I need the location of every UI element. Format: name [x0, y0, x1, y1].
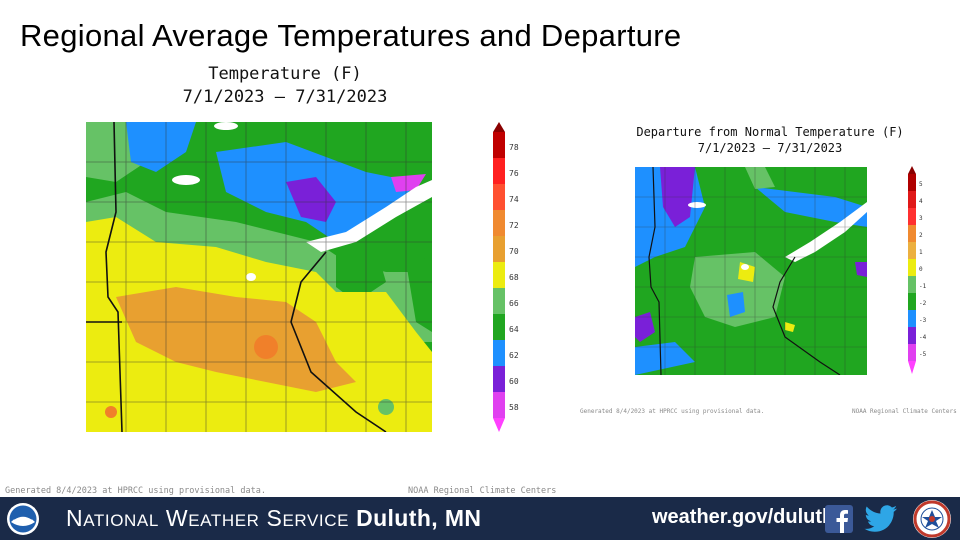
dep-tick-3: 2	[919, 232, 923, 239]
org-word-ervice: ERVICE	[282, 511, 350, 530]
org-word-ational: ATIONAL	[83, 511, 159, 530]
temp-tick-3: 72	[509, 221, 519, 230]
dep-tick-0: 5	[919, 181, 923, 188]
departure-map-date-range: 7/1/2023 – 7/31/2023	[697, 141, 843, 155]
temperature-map-caption: Temperature (F) 7/1/2023 – 7/31/2023	[120, 63, 450, 109]
temp-tick-0: 78	[509, 143, 519, 152]
slide-title: Regional Average Temperatures and Depart…	[20, 18, 682, 53]
dep-tick-9: -4	[919, 334, 927, 341]
office-location: Duluth, MN	[356, 505, 482, 531]
temperature-colorbar: 78 76 74 72 70 68 66 64 62 60 58	[490, 122, 524, 434]
temperature-map-title: Temperature (F)	[208, 64, 362, 84]
departure-map-title: Departure from Normal Temperature (F)	[636, 125, 904, 139]
temp-tick-8: 62	[509, 351, 519, 360]
temperature-map	[86, 122, 432, 432]
org-letter-w: W	[165, 505, 189, 531]
temp-tick-9: 60	[509, 377, 519, 386]
temperature-map-graphic	[86, 122, 432, 432]
temp-tick-5: 68	[509, 273, 519, 282]
temp-tick-4: 70	[509, 247, 519, 256]
facebook-icon[interactable]	[825, 505, 853, 533]
org-letter-s: S	[266, 505, 283, 531]
dep-tick-6: -1	[919, 283, 927, 290]
temperature-credit-left: Generated 8/4/2023 at HPRCC using provis…	[5, 486, 266, 496]
departure-map	[635, 167, 867, 375]
departure-map-graphic	[635, 167, 867, 375]
dep-tick-10: -5	[919, 351, 927, 358]
temp-tick-7: 64	[509, 325, 519, 334]
nws-office-name: NATIONAL WEATHER SERVICE Duluth, MN	[66, 505, 481, 532]
departure-colorbar-graphic: 5 4 3 2 1 0 -1 -2 -3 -4 -5	[908, 166, 927, 374]
departure-credit-right: NOAA Regional Climate Centers	[852, 408, 957, 415]
temperature-colorbar-graphic: 78 76 74 72 70 68 66 64 62 60 58	[493, 122, 519, 432]
departure-map-caption: Departure from Normal Temperature (F) 7/…	[630, 124, 910, 156]
dep-tick-4: 1	[919, 249, 923, 256]
twitter-icon[interactable]	[864, 505, 898, 533]
temperature-credit-right: NOAA Regional Climate Centers	[408, 486, 557, 496]
noaa-logo-icon[interactable]	[6, 502, 40, 536]
org-letter-n: N	[66, 505, 84, 531]
temp-tick-6: 66	[509, 299, 519, 308]
temp-tick-1: 76	[509, 169, 519, 178]
org-word-eather: EATHER	[188, 511, 260, 530]
nws-logo-icon[interactable]	[912, 499, 952, 539]
departure-colorbar: 5 4 3 2 1 0 -1 -2 -3 -4 -5	[905, 166, 929, 376]
departure-credit-left: Generated 8/4/2023 at HPRCC using provis…	[580, 408, 765, 415]
dep-tick-5: 0	[919, 266, 923, 273]
temperature-map-date-range: 7/1/2023 – 7/31/2023	[182, 87, 388, 107]
dep-tick-2: 3	[919, 215, 923, 222]
dep-tick-8: -3	[919, 317, 927, 324]
temp-tick-10: 58	[509, 403, 519, 412]
temp-tick-2: 74	[509, 195, 519, 204]
office-url-link[interactable]: weather.gov/duluth	[652, 506, 835, 528]
dep-tick-7: -2	[919, 300, 927, 307]
dep-tick-1: 4	[919, 198, 923, 205]
footer-bar	[0, 497, 960, 540]
